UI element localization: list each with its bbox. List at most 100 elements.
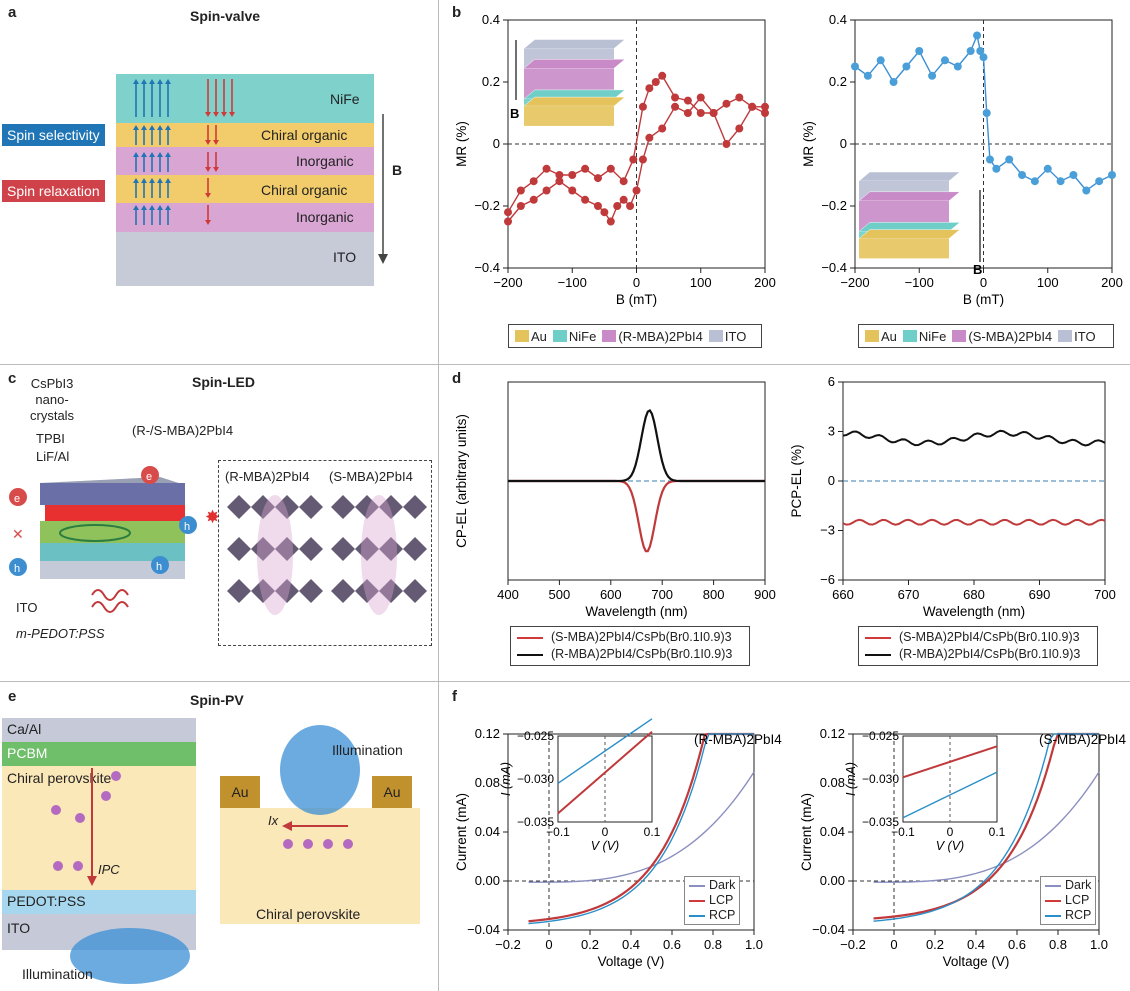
chiral-film bbox=[220, 808, 420, 924]
spin-down-arrowhead bbox=[213, 140, 219, 145]
mr-chart-left: −200 −100 0 100 200 −0.4 −0.2 0 0.2 0.4 B (mT) MR (… bbox=[454, 12, 776, 307]
octahedron bbox=[379, 537, 403, 561]
iv-curve bbox=[528, 771, 755, 883]
data-point bbox=[516, 202, 525, 210]
x-tick-label: 690 bbox=[1029, 587, 1051, 602]
layer-label: Chiral organic bbox=[261, 182, 348, 198]
y-tick-label: −0.4 bbox=[821, 260, 847, 275]
octahedron bbox=[355, 495, 379, 519]
x-tick-label: 400 bbox=[497, 587, 519, 602]
x-tick-label: 660 bbox=[832, 587, 854, 602]
panel-letter: c bbox=[8, 370, 17, 387]
tpbi-label: TPBI bbox=[36, 431, 65, 446]
data-point bbox=[504, 217, 512, 226]
x-tick-label: 800 bbox=[703, 587, 725, 602]
pcpel-chart: 660 670 680 690 700 −6 −3 0 3 6 Wavelength (nm) PCP… bbox=[789, 374, 1116, 619]
panel-title: Spin-LED bbox=[192, 374, 255, 390]
x-tick-label: 0 bbox=[890, 937, 897, 952]
illumination-label: Illumination bbox=[22, 966, 93, 982]
y-tick-label: 0.08 bbox=[475, 775, 500, 790]
x-tick-label: 0 bbox=[633, 275, 640, 290]
y-tick-label: −0.04 bbox=[812, 922, 845, 937]
spin-up-arrowhead bbox=[141, 178, 147, 183]
data-point bbox=[671, 102, 680, 111]
au-contact: Au bbox=[372, 776, 412, 808]
data-point bbox=[1043, 164, 1052, 173]
field-label: B bbox=[510, 106, 519, 121]
x-tick-label: −100 bbox=[905, 275, 934, 290]
panel-letter: f bbox=[452, 688, 457, 705]
panel-letter: e bbox=[8, 688, 17, 705]
data-point bbox=[915, 47, 924, 55]
iv-curve bbox=[528, 733, 754, 925]
spin-up-arrowhead bbox=[157, 205, 163, 210]
y-tick-label: −6 bbox=[820, 572, 835, 587]
x-axis-label: Wavelength (nm) bbox=[923, 604, 1025, 619]
legend-item: (R-MBA)2PbI4/CsPb(Br0.1I0.9)3 bbox=[899, 647, 1081, 661]
x-tick-label: 0.6 bbox=[663, 937, 681, 952]
y-tick-label: 0.2 bbox=[482, 74, 500, 89]
cspbi3-label: CsPbI3 nano-crystals bbox=[30, 376, 75, 423]
legend-item: (S-MBA)2PbI4/CsPb(Br0.1I0.9)3 bbox=[899, 630, 1080, 644]
data-point bbox=[761, 109, 769, 117]
x-tick-label: 0.2 bbox=[926, 937, 944, 952]
y-tick-label: 0.4 bbox=[482, 12, 500, 27]
data-point bbox=[645, 84, 654, 93]
spin-led-device: e h e h h ✕ ✸ bbox=[9, 466, 220, 613]
x-tick-label: 680 bbox=[963, 587, 985, 602]
spin-up-arrowhead bbox=[165, 125, 171, 130]
legend-item: LCP bbox=[709, 893, 734, 907]
spin-up-arrowhead bbox=[165, 205, 171, 210]
svg-text:✕: ✕ bbox=[12, 526, 24, 542]
x-tick-label: 500 bbox=[549, 587, 571, 602]
data-point bbox=[851, 62, 859, 71]
pv-device-art bbox=[51, 768, 190, 984]
svg-text:h: h bbox=[184, 521, 190, 533]
data-point bbox=[516, 186, 525, 195]
data-point bbox=[606, 164, 615, 173]
spin-down-arrowhead bbox=[221, 112, 227, 117]
data-point bbox=[542, 186, 551, 195]
data-point bbox=[671, 93, 680, 102]
legend-item: (R-MBA)2PbI4/CsPb(Br0.1I0.9)3 bbox=[551, 647, 733, 661]
spin-up-arrowhead bbox=[149, 125, 155, 130]
layer-label: Inorganic bbox=[296, 153, 354, 169]
x-tick-label: 700 bbox=[651, 587, 673, 602]
spin-up-arrowhead bbox=[165, 178, 171, 183]
spin-arrows bbox=[133, 79, 388, 264]
y-tick-label: 6 bbox=[828, 374, 835, 389]
spin-up-arrowhead bbox=[157, 79, 163, 84]
data-point bbox=[619, 195, 628, 204]
data-point bbox=[876, 56, 885, 65]
x-tick-label: −0.2 bbox=[840, 937, 866, 952]
y-tick-label: −0.4 bbox=[474, 260, 500, 275]
x-tick-label: −0.2 bbox=[495, 937, 521, 952]
chiral-cation-shade bbox=[361, 495, 397, 615]
inset-y-tick: −0.035 bbox=[862, 815, 899, 829]
y-tick-label: −0.2 bbox=[821, 198, 847, 213]
legend-b-right: Au NiFe (S-MBA)2PbI4 ITO bbox=[858, 324, 1114, 348]
data-point bbox=[1082, 186, 1091, 195]
x-tick-label: 0.6 bbox=[1008, 937, 1026, 952]
spin-up-arrowhead bbox=[149, 205, 155, 210]
layer-top bbox=[858, 191, 961, 202]
y-tick-label: 0.12 bbox=[820, 726, 845, 741]
data-point bbox=[696, 109, 705, 117]
legend-d-left: (S-MBA)2PbI4/CsPb(Br0.1I0.9)3 (R-MBA)2Pb… bbox=[510, 626, 750, 666]
au-contact: Au bbox=[220, 776, 260, 808]
y-tick-label: 0.4 bbox=[829, 12, 847, 27]
data-point bbox=[709, 109, 718, 117]
y-tick-label: 0.00 bbox=[475, 873, 500, 888]
spin-up-arrowhead bbox=[141, 79, 147, 84]
data-point bbox=[696, 93, 705, 102]
x-tick-label: −100 bbox=[558, 275, 587, 290]
y-tick-label: −0.2 bbox=[474, 198, 500, 213]
data-point bbox=[568, 171, 577, 179]
octahedron bbox=[355, 579, 379, 603]
ix-label: Ix bbox=[268, 813, 279, 828]
x-axis-label: Voltage (V) bbox=[598, 954, 665, 969]
layer-top bbox=[523, 59, 626, 69]
octahedron bbox=[275, 537, 299, 561]
spin-up-arrowhead bbox=[149, 152, 155, 157]
data-point bbox=[1069, 171, 1078, 179]
